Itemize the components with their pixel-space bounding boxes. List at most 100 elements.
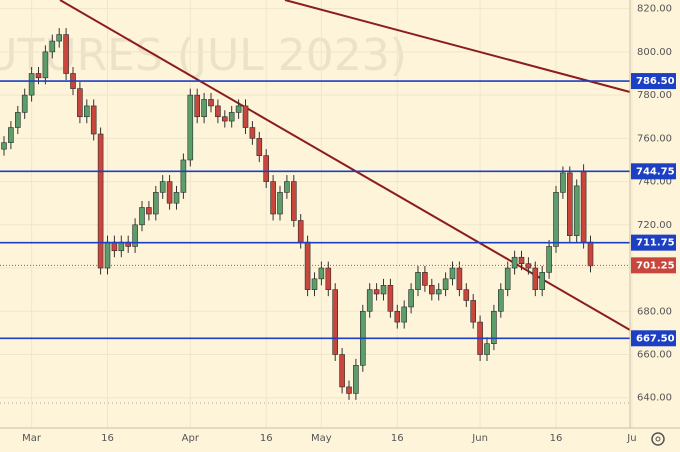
- candle-body: [366, 289, 373, 312]
- candle-body: [373, 289, 380, 295]
- candle-body: [132, 224, 138, 247]
- marks-group: [0, 28, 630, 400]
- candle-body: [166, 181, 173, 204]
- candle-body: [332, 289, 339, 355]
- candle-body: [104, 241, 111, 269]
- candle-body: [159, 181, 166, 193]
- y-tick-label: 780.00: [637, 90, 672, 101]
- candle-body: [422, 272, 428, 286]
- candle-body: [380, 285, 387, 295]
- x-tick-label: Jun: [471, 433, 488, 444]
- candle-body: [553, 192, 559, 247]
- candle-body: [21, 94, 28, 113]
- y-tick-label: 760.00: [637, 133, 672, 144]
- candle-body: [28, 73, 35, 96]
- x-tick-label: 16: [101, 433, 114, 444]
- level-label: 744.75: [636, 166, 675, 177]
- y-tick-label: 740.00: [637, 177, 672, 188]
- candle-body: [560, 172, 566, 193]
- settings-icon[interactable]: [651, 432, 665, 446]
- candle-body: [77, 88, 83, 118]
- grid-group: [0, 0, 633, 428]
- candle-body: [84, 105, 90, 118]
- y-tick-label: 660.00: [637, 350, 672, 361]
- candle-body: [408, 289, 414, 308]
- candle-body: [56, 34, 63, 42]
- candle-body: [235, 105, 242, 113]
- candle-body: [35, 73, 42, 79]
- y-tick-label: 680.00: [637, 306, 672, 317]
- candle-body: [484, 343, 490, 355]
- candle-body: [180, 159, 187, 193]
- candle-body: [297, 220, 304, 243]
- candle-body: [566, 172, 573, 236]
- candle-body: [263, 155, 270, 182]
- candle-body: [42, 51, 49, 79]
- candle-body: [532, 267, 539, 290]
- x-tick-label: Mar: [22, 433, 42, 444]
- candle-body: [63, 34, 69, 74]
- last-price-label: 701.25: [636, 260, 675, 271]
- labels-group: 640.00660.00680.00700.00720.00740.00760.…: [22, 4, 676, 444]
- candle-body: [346, 386, 352, 394]
- candle-body: [49, 40, 56, 53]
- candle-body: [442, 278, 449, 290]
- level-label: 711.75: [636, 238, 675, 249]
- candle-body: [415, 272, 421, 290]
- candle-body: [511, 256, 518, 269]
- candle-body: [215, 105, 221, 118]
- candle-body: [339, 354, 345, 388]
- candle-body: [325, 267, 332, 290]
- candle-body: [428, 285, 435, 295]
- x-tick-label: Ju: [626, 433, 636, 444]
- candle-body: [187, 94, 194, 161]
- candle-body: [353, 365, 359, 394]
- candle-body: [573, 185, 580, 236]
- candle-body: [256, 138, 263, 156]
- candle-body: [435, 289, 442, 295]
- level-tag: [631, 234, 676, 251]
- candle-body: [277, 192, 283, 215]
- candle-body: [304, 241, 311, 290]
- x-tick-label: 16: [260, 433, 273, 444]
- candle-body: [201, 99, 207, 118]
- candle-body: [242, 105, 249, 128]
- candle-body: [1, 142, 7, 150]
- x-tick-label: Apr: [182, 433, 200, 444]
- candle-body: [97, 133, 104, 269]
- candle-body: [387, 285, 394, 312]
- last-price-tag: [631, 257, 676, 274]
- candle-body: [580, 170, 587, 243]
- level-tag: [631, 330, 676, 347]
- level-tag: [631, 73, 676, 90]
- candle-body: [311, 278, 318, 290]
- candle-body: [525, 263, 532, 269]
- level-label: 667.50: [636, 333, 675, 344]
- candle-body: [470, 300, 477, 323]
- candle-body: [284, 181, 290, 193]
- candle-body: [153, 192, 159, 215]
- candle-body: [504, 267, 511, 290]
- candle-body: [587, 241, 594, 267]
- y-tick-label: 800.00: [637, 47, 672, 58]
- y-tick-label: 720.00: [637, 220, 672, 231]
- candle-body: [8, 127, 14, 143]
- candle-body: [318, 267, 325, 280]
- candle-body: [15, 112, 21, 128]
- x-tick-label: May: [311, 433, 332, 444]
- candle-body: [90, 105, 97, 135]
- candle-body: [173, 192, 180, 204]
- candle-body: [146, 207, 152, 215]
- candle-body: [546, 246, 552, 273]
- level-tag: [631, 163, 676, 180]
- candle-body: [249, 127, 256, 139]
- candle-body: [497, 289, 504, 312]
- candle-body: [228, 112, 235, 122]
- candle-body: [394, 310, 401, 323]
- candle-body: [222, 116, 228, 122]
- x-tick-label: 16: [391, 433, 404, 444]
- level-label: 786.50: [636, 76, 675, 87]
- y-tick-label: 820.00: [637, 4, 672, 15]
